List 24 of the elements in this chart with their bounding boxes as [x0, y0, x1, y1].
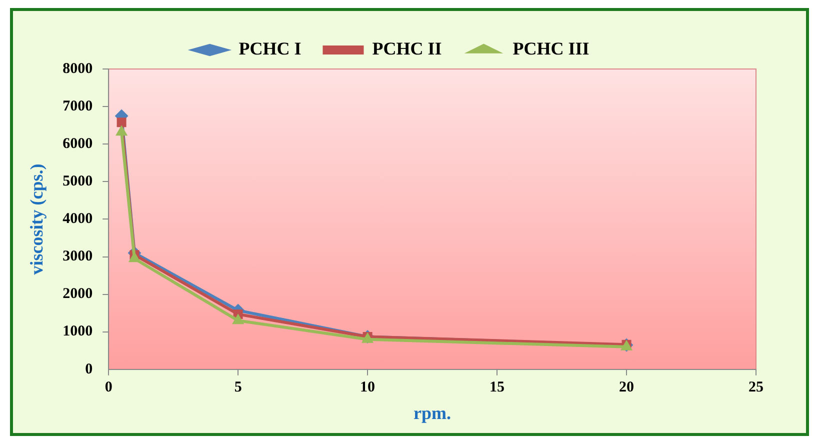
- x-tick-label: 5: [234, 379, 242, 396]
- point: [128, 252, 140, 262]
- y-tick-label: 5000: [62, 174, 93, 190]
- y-tick-label: 0: [85, 361, 93, 378]
- y-tick-label: 6000: [62, 136, 93, 152]
- x-tick-label: 25: [748, 379, 764, 396]
- y-tick-label: 3000: [62, 248, 93, 265]
- y-tick-label: 1000: [62, 324, 93, 340]
- x-tick-label: 0: [104, 379, 112, 396]
- x-tick-label: 20: [619, 379, 634, 396]
- y-tick-label: 7000: [62, 98, 93, 114]
- y-tick-label: 4000: [62, 211, 93, 228]
- legend-label: PCHC II: [372, 38, 442, 59]
- x-axis-title: rpm.: [414, 402, 452, 423]
- y-tick-label: 8000: [62, 60, 93, 77]
- x-tick-label: 15: [490, 379, 505, 396]
- legend-label: PCHC III: [512, 38, 590, 59]
- point: [116, 118, 126, 128]
- y-axis-title: viscosity (cps.): [26, 164, 46, 275]
- point: [232, 314, 244, 324]
- point: [116, 126, 128, 136]
- legend-label: PCHC I: [238, 38, 302, 59]
- x-tick-label: 10: [360, 379, 376, 396]
- y-tick-label: 2000: [62, 286, 93, 302]
